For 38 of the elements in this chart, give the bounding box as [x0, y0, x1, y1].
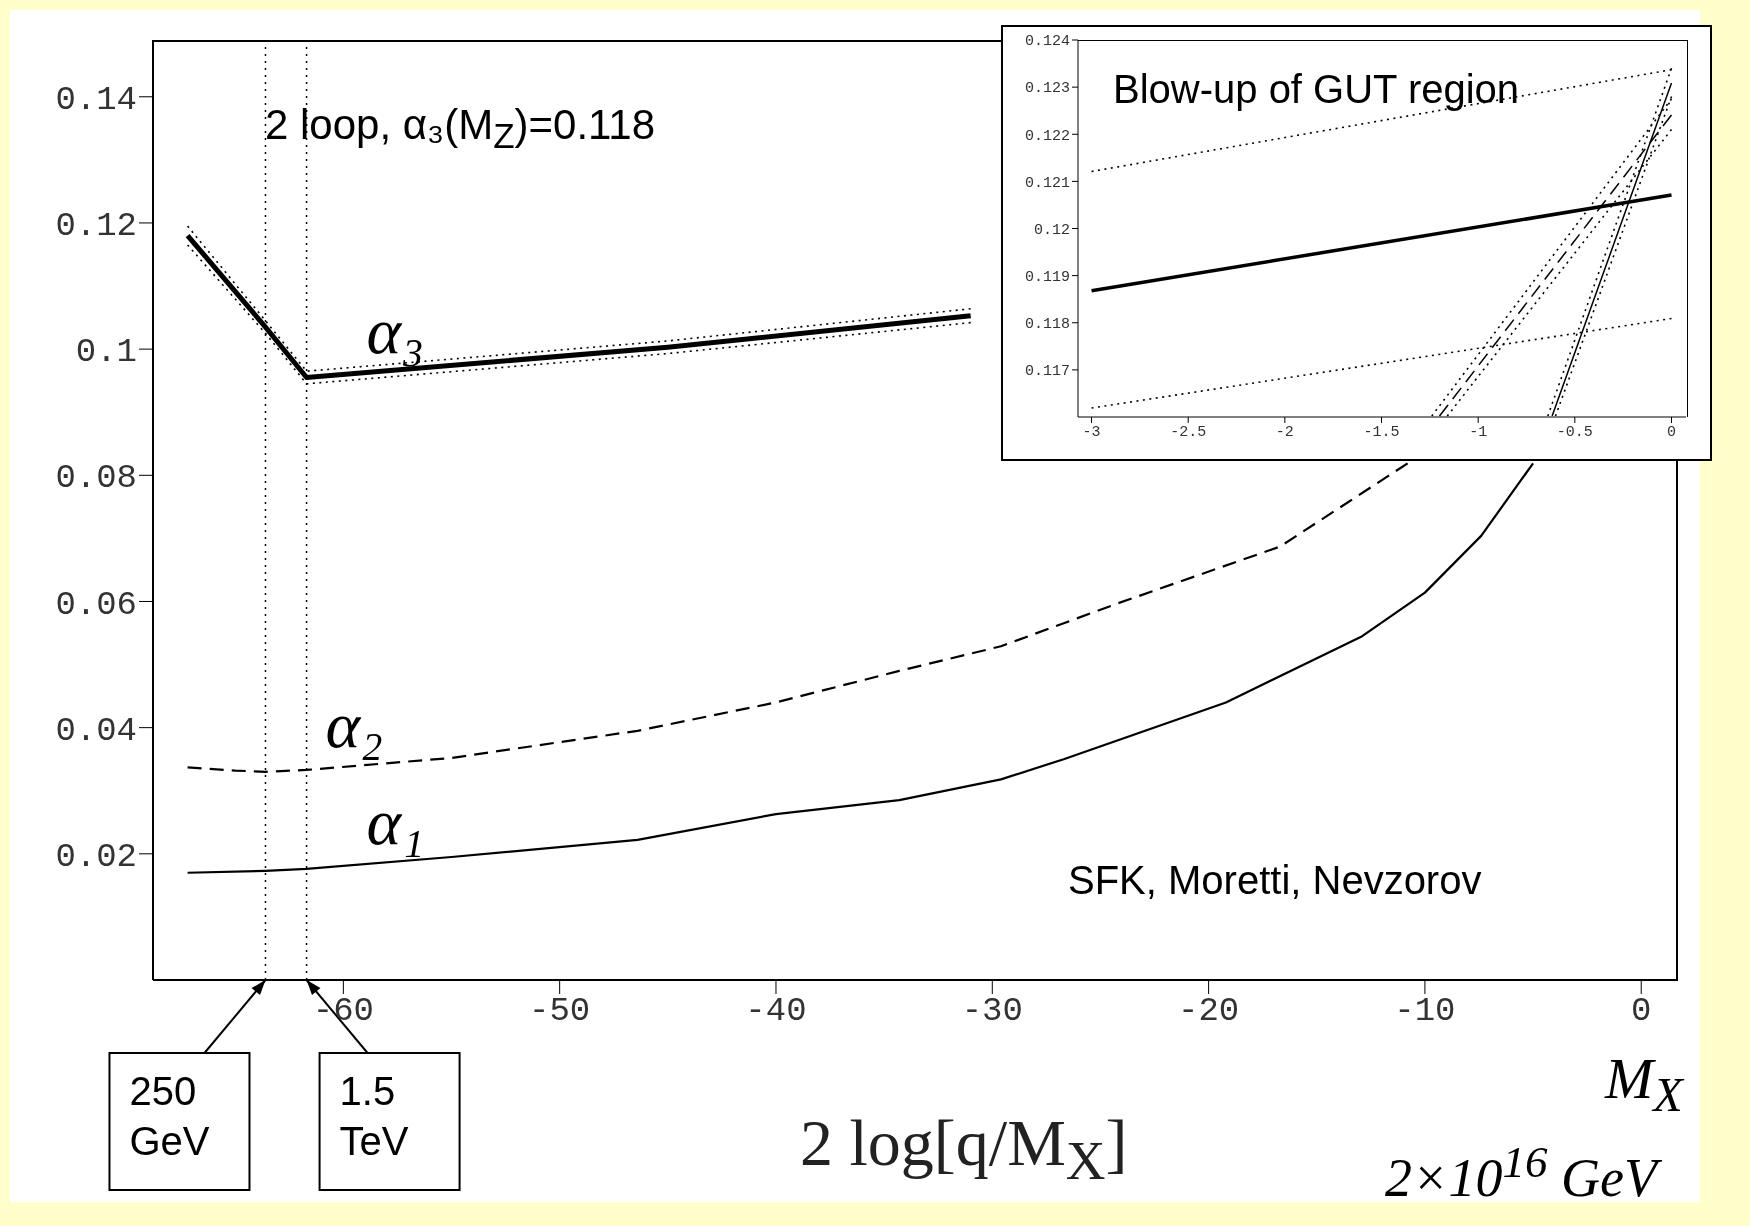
x-tick-label: -40	[745, 992, 807, 1031]
x-tick-label: -10	[1394, 992, 1456, 1031]
y-tick-label: 0.121	[1024, 174, 1070, 192]
y-tick-label: 0.14	[55, 80, 137, 119]
x-tick-label: -3	[1082, 423, 1101, 441]
x-tick-label: -20	[1177, 992, 1240, 1031]
y-tick-label: 0.12	[1033, 221, 1070, 239]
x-tick-label: -2.5	[1170, 423, 1207, 441]
x-tick-label: 0	[1666, 423, 1677, 441]
y-tick-label: 0.04	[55, 711, 137, 750]
annotation: SFK, Moretti, Nevzorov	[1068, 858, 1482, 902]
series-label: α₁	[366, 784, 425, 858]
x-tick-label: -30	[961, 992, 1023, 1031]
text: M$_{X}$	[1605, 1046, 1683, 1121]
x-tick-label: -0.5	[1556, 423, 1593, 441]
x-tick-label: -1	[1469, 423, 1488, 441]
text: Blow-up of GUT region	[1113, 67, 1520, 111]
series-label: α₂	[325, 687, 384, 761]
y-tick-label: 0.117	[1024, 363, 1070, 381]
annotation: 2 loop, α₃(M$_{Z}$)=0.118	[265, 101, 656, 156]
x-tick-label: -1.5	[1363, 423, 1400, 441]
y-tick-label: 0.02	[55, 837, 137, 876]
x-axis-title: 2 log[q/M$_{X}$]	[800, 1106, 1128, 1192]
annotation: 1.5 TeV	[339, 1069, 409, 1163]
y-tick-label: 0.1	[75, 333, 137, 372]
y-tick-label: 0.06	[55, 585, 137, 624]
x-tick-label: -2	[1275, 423, 1294, 441]
series-label: α₃	[366, 293, 425, 367]
y-tick-label: 0.124	[1024, 33, 1070, 51]
y-tick-label: 0.119	[1024, 268, 1070, 286]
annotation: 250 GeV	[129, 1069, 210, 1163]
y-tick-label: 0.123	[1024, 80, 1070, 98]
y-tick-label: 0.08	[55, 459, 137, 498]
y-tick-label: 0.118	[1024, 316, 1070, 334]
y-tick-label: 0.12	[55, 207, 137, 246]
x-tick-label: -50	[529, 992, 591, 1031]
x-tick-label: 0	[1631, 992, 1652, 1031]
y-tick-label: 0.122	[1024, 127, 1070, 145]
